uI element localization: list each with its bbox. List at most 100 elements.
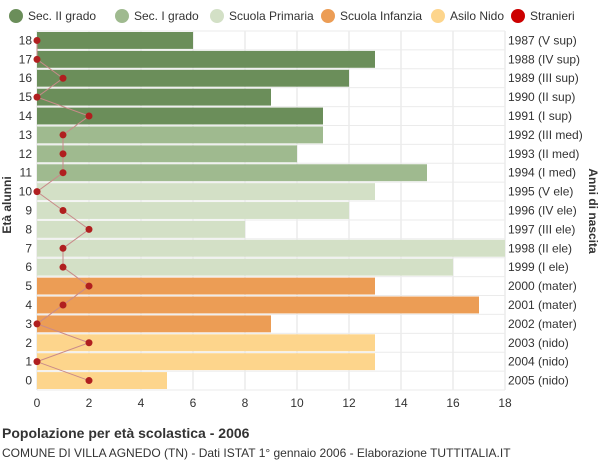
birth-year-label: 2000 (mater) <box>508 279 577 293</box>
bar <box>37 372 167 389</box>
legend-marker <box>431 9 445 23</box>
bar <box>37 220 245 238</box>
chart-bars <box>37 32 505 389</box>
x-tick-label: 8 <box>242 396 249 410</box>
birth-year-label: 1989 (III sup) <box>508 71 579 85</box>
chart-title: Popolazione per età scolastica - 2006 <box>2 425 250 441</box>
stranieri-point <box>59 263 67 271</box>
age-tick-label: 13 <box>19 128 33 142</box>
legend-label: Asilo Nido <box>450 9 504 23</box>
bar <box>37 88 271 106</box>
birth-year-label: 1996 (IV ele) <box>508 204 577 218</box>
legend-marker <box>9 9 23 23</box>
legend-label: Sec. I grado <box>134 9 199 23</box>
bar <box>37 145 297 163</box>
x-tick-label: 12 <box>342 396 356 410</box>
bar <box>37 315 271 333</box>
age-tick-label: 5 <box>25 279 32 293</box>
bar <box>37 334 375 352</box>
birth-year-label: 1993 (II med) <box>508 147 579 161</box>
age-tick-label: 17 <box>19 52 33 66</box>
birth-year-label: 2003 (nido) <box>508 336 569 350</box>
legend-marker <box>210 9 224 23</box>
birth-year-label: 2004 (nido) <box>508 355 569 369</box>
age-tick-label: 8 <box>25 222 32 236</box>
age-tick-label: 3 <box>25 317 32 331</box>
stranieri-point <box>85 339 93 347</box>
chart-grid <box>36 30 506 391</box>
x-tick-label: 6 <box>190 396 197 410</box>
y-axis-title-left: Età alunni <box>0 176 14 233</box>
stranieri-point <box>33 36 41 44</box>
stranieri-point <box>33 55 41 63</box>
x-tick-label: 4 <box>138 396 145 410</box>
age-tick-label: 14 <box>19 109 33 123</box>
legend-item: Sec. I grado <box>115 9 199 23</box>
birth-year-label: 1992 (III med) <box>508 128 583 142</box>
legend-item: Stranieri <box>511 9 575 23</box>
age-tick-label: 0 <box>25 374 32 388</box>
bar <box>37 296 479 314</box>
chart-subtitle: COMUNE DI VILLA AGNEDO (TN) - Dati ISTAT… <box>2 446 511 460</box>
legend-marker <box>511 9 525 23</box>
stranieri-point <box>85 282 93 290</box>
bar <box>37 258 453 276</box>
x-tick-label: 16 <box>446 396 460 410</box>
birth-year-label: 2001 (mater) <box>508 298 577 312</box>
age-tick-label: 2 <box>25 336 32 350</box>
age-tick-label: 9 <box>25 204 32 218</box>
age-tick-label: 18 <box>19 33 33 47</box>
stranieri-series <box>33 36 93 385</box>
legend-label: Stranieri <box>530 9 575 23</box>
chart-legend: Sec. II grado Sec. I grado Scuola Primaria… <box>9 9 575 23</box>
bar <box>37 202 349 219</box>
legend-label: Scuola Primaria <box>229 9 314 23</box>
age-tick-label: 16 <box>19 71 33 85</box>
age-tick-label: 11 <box>20 166 33 180</box>
bar <box>37 277 375 295</box>
birth-year-label: 2002 (mater) <box>508 317 577 331</box>
x-tick-label: 10 <box>290 396 304 410</box>
bar <box>37 353 375 371</box>
chart-axes: 18 1987 (V sup)17 1988 (IV sup)16 1989 (III… <box>19 33 583 410</box>
age-tick-label: 7 <box>25 241 32 255</box>
bar <box>37 183 375 201</box>
stranieri-point <box>33 188 41 196</box>
x-tick-label: 0 <box>34 396 41 410</box>
birth-year-label: 1999 (I ele) <box>508 260 569 274</box>
birth-year-label: 1988 (IV sup) <box>508 52 580 66</box>
legend-item: Scuola Primaria <box>210 9 314 23</box>
age-tick-label: 12 <box>19 147 33 161</box>
stranieri-point <box>59 301 67 309</box>
bar <box>37 164 427 182</box>
stranieri-point <box>59 131 67 139</box>
birth-year-label: 1997 (III ele) <box>508 222 575 236</box>
stranieri-point <box>59 74 67 82</box>
birth-year-label: 1998 (II ele) <box>508 241 572 255</box>
stranieri-point <box>85 225 93 233</box>
age-tick-label: 4 <box>25 298 32 312</box>
legend-item: Asilo Nido <box>431 9 504 23</box>
bar <box>37 50 375 68</box>
age-tick-label: 1 <box>25 355 32 369</box>
stranieri-point <box>33 93 41 101</box>
stranieri-point <box>33 358 41 366</box>
bar <box>37 107 323 125</box>
x-tick-label: 18 <box>498 396 512 410</box>
stranieri-point <box>85 377 93 385</box>
birth-year-label: 2005 (nido) <box>508 374 569 388</box>
x-tick-label: 14 <box>394 396 408 410</box>
legend-marker <box>321 9 335 23</box>
bar <box>37 69 349 87</box>
stranieri-point <box>59 207 67 214</box>
stranieri-point <box>85 112 93 120</box>
legend-label: Scuola Infanzia <box>340 9 422 23</box>
birth-year-label: 1991 (I sup) <box>508 109 572 123</box>
legend-marker <box>115 9 129 23</box>
legend-label: Sec. II grado <box>28 9 96 23</box>
birth-year-label: 1994 (I med) <box>508 166 576 180</box>
bar <box>37 239 505 257</box>
age-tick-label: 6 <box>25 260 32 274</box>
age-tick-label: 15 <box>19 90 33 104</box>
stranieri-point <box>59 244 67 252</box>
